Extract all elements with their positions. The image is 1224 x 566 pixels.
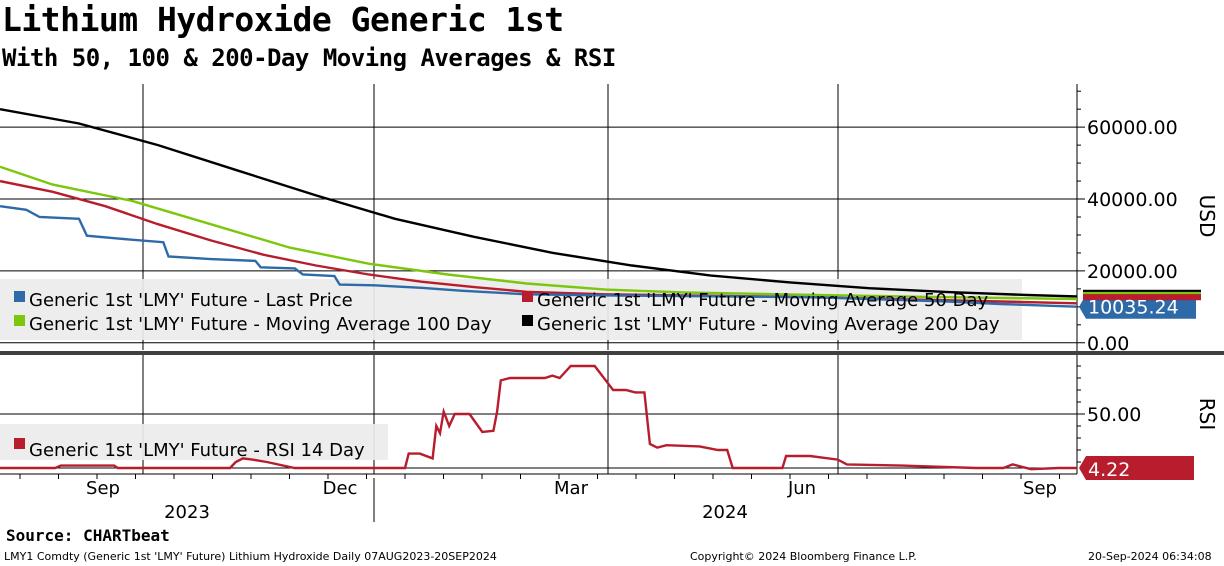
panel-separator: [0, 351, 1224, 355]
legend-label-ma200: Generic 1st 'LMY' Future - Moving Averag…: [537, 314, 1000, 335]
legend-swatch-rsi: [14, 438, 25, 449]
rsi-axis-title: RSI: [1195, 398, 1219, 431]
price-series-last_price: [0, 205, 1078, 308]
x-month-label: Sep: [86, 478, 120, 499]
rsi-last-value-tag: [1079, 456, 1194, 480]
chart-title: Lithium Hydroxide Generic 1st: [2, 0, 564, 39]
legend-label-ma100: Generic 1st 'LMY' Future - Moving Averag…: [29, 314, 492, 335]
chart-subtitle: With 50, 100 & 200-Day Moving Averages &…: [2, 44, 616, 72]
price-tick-label: 20000.00: [1087, 261, 1178, 283]
legend-swatch-ma100: [14, 315, 25, 326]
price-series-ma100: [0, 165, 1078, 301]
footer-timestamp: 20-Sep-2024 06:34:08: [1088, 550, 1212, 563]
legend-swatch-last_price: [14, 291, 25, 302]
footer-copyright: Copyright© 2024 Bloomberg Finance L.P.: [690, 550, 917, 563]
price-stack-tag-0: [1083, 289, 1201, 294]
legend-label-ma50: Generic 1st 'LMY' Future - Moving Averag…: [537, 290, 988, 311]
rsi-last-value-label: 4.22: [1088, 459, 1130, 481]
x-month-label: Jun: [787, 478, 816, 499]
rsi-legend-box: [0, 424, 388, 460]
price-tick-label: 0.00: [1087, 333, 1129, 355]
price-tick-label: 40000.00: [1087, 189, 1178, 211]
x-month-label: Mar: [554, 478, 589, 499]
footer-left: LMY1 Comdty (Generic 1st 'LMY' Future) L…: [4, 550, 497, 563]
legend-swatch-ma200: [522, 315, 533, 326]
price-series-ma200: [0, 108, 1078, 298]
price-legend-box: [0, 279, 1022, 340]
x-month-label: Sep: [1023, 478, 1057, 499]
legend-label-last_price: Generic 1st 'LMY' Future - Last Price: [29, 290, 353, 311]
price-stack-tag-1: [1083, 291, 1201, 296]
price-last-value-label: 10035.24: [1088, 297, 1179, 319]
source-note: Source: CHARTbeat: [6, 526, 170, 545]
price-axis-title: USD: [1195, 195, 1219, 238]
x-year-label: 2023: [164, 502, 210, 523]
price-stack-tag-2: [1083, 294, 1201, 299]
price-last-value-tag: [1079, 294, 1196, 319]
rsi-series-line: [0, 364, 1077, 471]
rsi-tick-label: 50.00: [1087, 404, 1141, 426]
price-tick-label: 60000.00: [1087, 117, 1178, 139]
x-year-label: 2024: [702, 502, 748, 523]
legend-swatch-ma50: [522, 291, 533, 302]
legend-label-rsi: Generic 1st 'LMY' Future - RSI 14 Day: [29, 440, 365, 461]
x-month-label: Dec: [323, 478, 358, 499]
price-stack-tag-3: [1083, 296, 1201, 301]
